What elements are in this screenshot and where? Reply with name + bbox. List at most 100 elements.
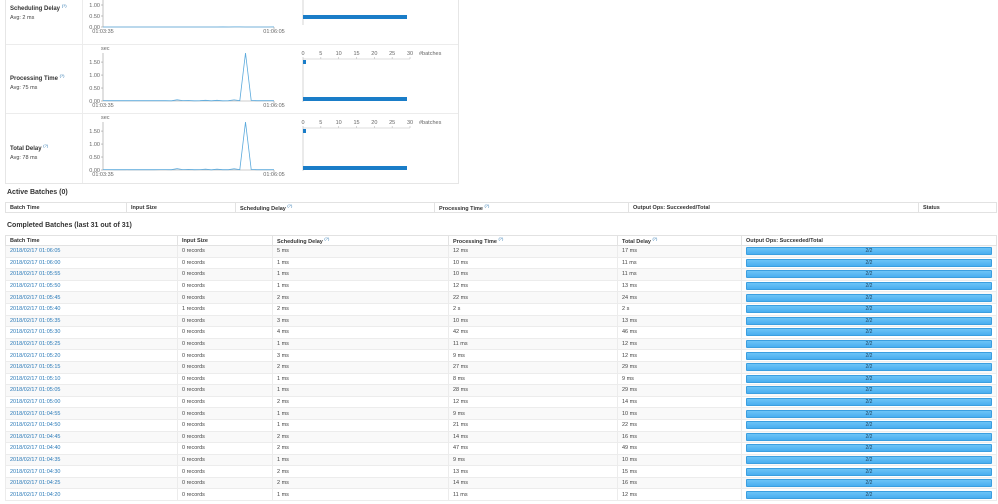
input-size-cell: 0 records — [177, 384, 273, 397]
col-batch-time[interactable]: Batch Time — [5, 202, 127, 213]
total-delay-cell: 46 ms — [617, 326, 742, 339]
histogram-bar — [303, 15, 407, 19]
output-ops-progress: 2/2 — [746, 270, 992, 279]
batch-time-link[interactable]: 2018/02/17 01:05:00 — [10, 399, 61, 406]
help-icon[interactable]: (?) — [498, 236, 504, 242]
batch-time-link[interactable]: 2018/02/17 01:04:30 — [10, 468, 61, 475]
scheduling-delay-cell: 1 ms — [272, 488, 449, 502]
col-input-size[interactable]: Input Size — [126, 202, 236, 213]
col-processing-time[interactable]: Processing Time (?) — [434, 202, 629, 213]
svg-text:sec: sec — [101, 115, 110, 121]
batch-time-cell: 2018/02/17 01:05:10 — [5, 372, 178, 386]
output-ops-progress: 2/2 — [746, 247, 992, 256]
batch-time-link[interactable]: 2018/02/17 01:04:35 — [10, 456, 61, 463]
output-ops-cell: 2/2 — [741, 337, 997, 351]
help-icon[interactable]: (?) — [61, 3, 67, 8]
col-processing-time[interactable]: Processing Time (?) — [448, 235, 618, 246]
total-delay-cell: 12 ms — [617, 337, 742, 351]
timeline-chart: 1.50 1.00 0.50 0.00 sec 01:03:35 01:06:05 0 5 10 1… — [89, 46, 441, 109]
help-icon[interactable]: (?) — [324, 236, 330, 242]
input-size-cell: 0 records — [177, 326, 273, 339]
input-size-cell: 0 records — [177, 488, 273, 502]
output-ops-cell: 2/2 — [741, 302, 997, 316]
col-output-ops[interactable]: Output Ops: Succeeded/Total — [628, 202, 919, 213]
processing-time-cell: 9 ms — [448, 453, 618, 467]
total-delay-cell: 17 ms — [617, 245, 742, 258]
scheduling-delay-cell: 1 ms — [272, 384, 449, 397]
batch-time-link[interactable]: 2018/02/17 01:05:25 — [10, 341, 61, 348]
input-size-cell: 0 records — [177, 430, 273, 444]
input-size-cell: 0 records — [177, 395, 273, 409]
scheduling-delay-cell: 1 ms — [272, 453, 449, 467]
batch-time-link[interactable]: 2018/02/17 01:04:20 — [10, 491, 61, 498]
table-row: 2018/02/17 01:04:35 0 records 1 ms 9 ms 10 m… — [5, 453, 997, 467]
batch-time-link[interactable]: 2018/02/17 01:05:55 — [10, 271, 61, 278]
col-batch-time[interactable]: Batch Time — [5, 235, 178, 246]
table-row: 2018/02/17 01:05:10 0 records 1 ms 8 ms 9 ms… — [5, 372, 997, 386]
batch-time-cell: 2018/02/17 01:06:00 — [5, 256, 178, 270]
batch-time-link[interactable]: 2018/02/17 01:04:25 — [10, 480, 61, 487]
batch-time-link[interactable]: 2018/02/17 01:04:45 — [10, 433, 61, 440]
batch-time-link[interactable]: 2018/02/17 01:06:00 — [10, 259, 61, 266]
col-input-size[interactable]: Input Size — [177, 235, 273, 246]
batch-time-link[interactable]: 2018/02/17 01:05:20 — [10, 352, 61, 359]
batch-time-link[interactable]: 2018/02/17 01:05:15 — [10, 364, 61, 371]
svg-text:01:06:05: 01:06:05 — [263, 103, 284, 109]
batch-time-link[interactable]: 2018/02/17 01:04:55 — [10, 410, 61, 417]
total-delay-cell: 49 ms — [617, 442, 742, 455]
stat-title: Processing Time (?) — [10, 73, 65, 82]
batch-time-link[interactable]: 2018/02/17 01:04:50 — [10, 422, 61, 429]
svg-text:01:06:05: 01:06:05 — [263, 29, 284, 35]
help-icon[interactable]: (?) — [652, 236, 658, 242]
batch-time-cell: 2018/02/17 01:04:40 — [5, 442, 178, 455]
batch-time-link[interactable]: 2018/02/17 01:05:05 — [10, 387, 61, 394]
processing-time-cell: 9 ms — [448, 349, 618, 362]
svg-text:01:03:35: 01:03:35 — [92, 103, 113, 109]
help-icon[interactable]: (?) — [287, 203, 293, 209]
scheduling-delay-cell: 2 ms — [272, 430, 449, 444]
processing-time-cell: 11 ms — [448, 337, 618, 351]
scheduling-delay-cell: 4 ms — [272, 326, 449, 339]
batch-time-link[interactable]: 2018/02/17 01:05:40 — [10, 306, 61, 313]
col-total-delay[interactable]: Total Delay (?) — [617, 235, 742, 246]
total-delay-cell: 2 s — [617, 302, 742, 316]
help-icon[interactable]: (?) — [484, 203, 490, 209]
table-row: 2018/02/17 01:04:45 0 records 2 ms 14 ms 16 … — [5, 430, 997, 444]
col-output-ops[interactable]: Output Ops: Succeeded/Total — [741, 235, 997, 246]
svg-text:0.00: 0.00 — [89, 25, 100, 31]
svg-text:01:06:05: 01:06:05 — [263, 172, 284, 178]
scheduling-delay-cell: 3 ms — [272, 314, 449, 328]
batch-time-link[interactable]: 2018/02/17 01:05:50 — [10, 283, 61, 290]
total-delay-cell: 29 ms — [617, 384, 742, 397]
batch-time-link[interactable]: 2018/02/17 01:05:45 — [10, 294, 61, 301]
col-scheduling-delay[interactable]: Scheduling Delay (?) — [235, 202, 435, 213]
streaming-stats-table: Scheduling Delay (?) Avg: 2 ms 1.00 0.50 0.0… — [5, 0, 459, 184]
batch-time-link[interactable]: 2018/02/17 01:05:10 — [10, 375, 61, 382]
output-ops-cell: 2/2 — [741, 407, 997, 420]
input-size-cell: 0 records — [177, 407, 273, 420]
input-size-cell: 0 records — [177, 442, 273, 455]
input-size-cell: 0 records — [177, 279, 273, 293]
scheduling-delay-cell: 2 ms — [272, 465, 449, 478]
batch-time-link[interactable]: 2018/02/17 01:05:30 — [10, 329, 61, 336]
batch-time-link[interactable]: 2018/02/17 01:05:35 — [10, 317, 61, 324]
batch-time-cell: 2018/02/17 01:04:35 — [5, 453, 178, 467]
svg-text:10: 10 — [336, 120, 342, 126]
total-delay-cell: 13 ms — [617, 314, 742, 328]
batch-time-cell: 2018/02/17 01:05:25 — [5, 337, 178, 351]
output-ops-cell: 2/2 — [741, 395, 997, 409]
col-status[interactable]: Status — [918, 202, 997, 213]
input-size-cell: 0 records — [177, 268, 273, 281]
total-delay-cell: 13 ms — [617, 279, 742, 293]
col-scheduling-delay[interactable]: Scheduling Delay (?) — [272, 235, 449, 246]
batch-time-link[interactable]: 2018/02/17 01:06:05 — [10, 248, 61, 255]
help-icon[interactable]: (?) — [43, 142, 49, 148]
batch-time-cell: 2018/02/17 01:04:30 — [5, 465, 178, 478]
svg-text:10: 10 — [336, 51, 342, 57]
batch-time-link[interactable]: 2018/02/17 01:04:40 — [10, 445, 61, 452]
svg-text:1.00: 1.00 — [89, 73, 100, 79]
table-row: 2018/02/17 01:04:25 0 records 2 ms 14 ms 16 … — [5, 476, 997, 490]
help-icon[interactable]: (?) — [59, 73, 65, 78]
